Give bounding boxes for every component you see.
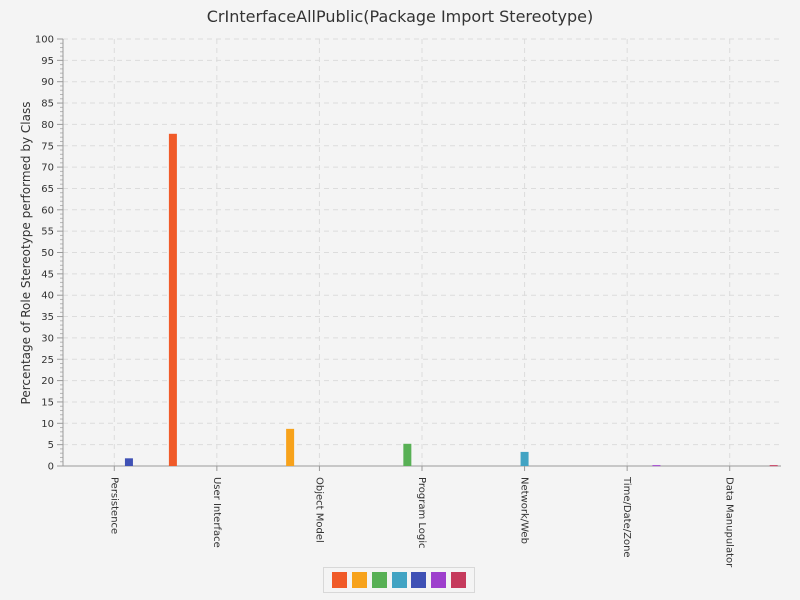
x-tick-label: Persistence xyxy=(108,477,119,534)
legend-swatch xyxy=(411,572,427,588)
y-tick-label: 5 xyxy=(48,440,54,451)
x-tick-label: Data Manupulator xyxy=(724,477,735,568)
chart-title: CrInterfaceAllPublic(Package Import Ster… xyxy=(206,7,594,26)
y-tick-label: 70 xyxy=(41,163,54,174)
y-tick-label: 75 xyxy=(41,141,54,152)
y-tick-label: 50 xyxy=(41,248,54,259)
x-tick-label: Object Model xyxy=(313,477,324,543)
y-tick-label: 15 xyxy=(41,397,54,408)
y-tick-label: 65 xyxy=(41,184,54,195)
y-tick-label: 25 xyxy=(41,355,54,366)
y-tick-label: 80 xyxy=(41,120,54,131)
y-tick-label: 85 xyxy=(41,99,54,110)
bar xyxy=(124,458,133,466)
legend-swatch xyxy=(451,572,467,588)
bar xyxy=(652,465,661,467)
x-tick-label: Network/Web xyxy=(519,477,530,544)
legend-swatch xyxy=(351,572,367,588)
x-tick-label: Time/Date/Zone xyxy=(621,476,632,558)
bar xyxy=(403,443,412,466)
y-tick-label: 0 xyxy=(48,462,54,473)
y-tick-label: 55 xyxy=(41,227,54,238)
y-tick-label: 90 xyxy=(41,77,54,88)
y-tick-label: 20 xyxy=(41,376,54,387)
bar xyxy=(168,133,177,466)
y-tick-label: 10 xyxy=(41,419,54,430)
legend-swatch xyxy=(391,572,407,588)
legend xyxy=(323,567,475,593)
y-tick-label: 45 xyxy=(41,269,54,280)
legend-swatch xyxy=(371,572,387,588)
bar xyxy=(520,451,529,466)
y-tick-label: 35 xyxy=(41,312,54,323)
x-tick-label: Program Logic xyxy=(416,477,427,549)
y-tick-label: 30 xyxy=(41,333,54,344)
y-tick-label: 60 xyxy=(41,205,54,216)
bar xyxy=(769,465,778,467)
legend-swatch xyxy=(431,572,447,588)
y-tick-label: 100 xyxy=(35,35,54,46)
y-tick-label: 95 xyxy=(41,56,54,67)
bar xyxy=(286,428,295,466)
legend-swatch xyxy=(331,572,347,588)
y-tick-label: 40 xyxy=(41,291,54,302)
x-tick-label: User Interface xyxy=(211,477,222,548)
